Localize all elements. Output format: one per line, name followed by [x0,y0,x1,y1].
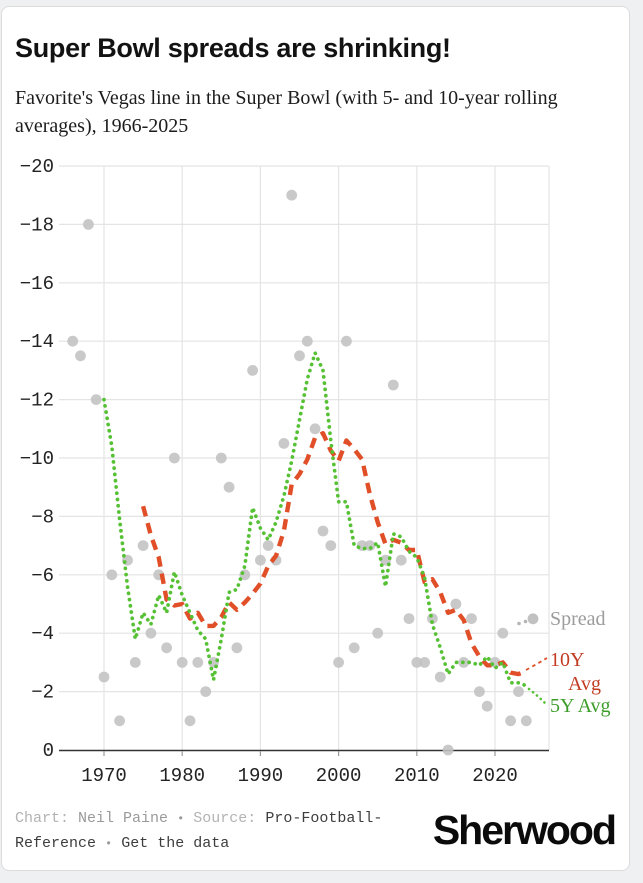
y-tick-label: −2 [31,682,54,704]
y-tick-label: −20 [20,156,54,178]
spread-dot [137,540,149,551]
source-label: Source: [193,810,257,828]
spread-dot [278,438,290,449]
footer-bullet: • [177,812,185,827]
credit-name: Neil Paine [78,810,169,828]
y-tick-label: −18 [20,214,54,236]
spread-dot [474,686,485,697]
spread-dot [231,642,243,654]
x-tick-label: 2020 [472,765,518,787]
spread-dot [325,540,337,551]
spread-dot [247,365,258,376]
avg5-legend-label: 5Y Avg [550,695,611,717]
sherwood-logo: Sherwood [432,807,617,853]
spread-dot [294,350,305,362]
footer-bullet: • [105,836,113,851]
spread-series [67,189,532,756]
spread-dot [450,598,462,610]
source-name: Pro-Football-Reference [15,810,383,852]
spread-dot [387,379,399,391]
avg10-legend-label: Avg [568,673,601,695]
spread-dot [341,335,352,347]
spread-dot [301,335,313,347]
spread-legend-label: Spread [550,608,606,630]
spread-dot [333,657,344,668]
spread-dot [90,394,102,405]
spread-dot [434,671,446,683]
y-tick-label: −10 [20,448,54,470]
spread-dot [372,627,384,639]
spread-dot [169,452,180,464]
chart-subtitle: Favorite's Vegas line in the Super Bowl … [15,87,558,137]
spread-legend-dot [527,613,539,625]
x-tick-label: 1980 [159,765,205,787]
page-title: Super Bowl spreads are shrinking! [15,33,451,63]
spread-dot [419,657,430,668]
spread-dot [255,554,266,566]
spread-dot [309,423,321,435]
spread-dot [176,657,188,668]
spread-dot [161,642,173,654]
spread-dot [442,744,454,756]
chart-footer: Chart: Neil Paine • Source: Pro-Football… [15,807,445,856]
avg10-legend-label: 10Y [550,649,584,671]
spread-dot [129,657,141,668]
spread-dot [75,350,86,362]
y-tick-label: −12 [20,390,54,412]
spread-leader-dot [517,621,521,626]
y-tick-label: −14 [20,331,54,353]
y-tick-label: −16 [20,273,54,295]
spread-dot [505,715,516,727]
spread-dot [114,715,125,727]
spread-dot [262,540,274,551]
avg10-line [140,431,528,677]
spread-dot [215,452,227,464]
spread-dot [145,627,157,639]
chart-card: Super Bowl spreads are shrinking! Favori… [1,6,630,871]
spread-dot [98,671,110,683]
y-tick-label: −4 [31,623,54,645]
avg5-leader-line [527,687,548,706]
spread-dot [192,657,204,668]
spread-dot [348,642,360,654]
x-tick-label: 2010 [394,765,440,787]
gridlines [59,165,550,750]
spread-dot [67,335,79,347]
spread-dot [184,715,196,727]
avg10-leader-line [525,657,548,671]
spread-dot [286,189,298,201]
y-tick-label: 0 [43,740,54,762]
spread-dot [520,715,532,727]
x-tick-label: 2000 [316,765,362,787]
spread-dot [83,219,94,230]
spread-dot [403,613,415,624]
spread-dot [513,686,524,697]
y-tick-label: −6 [31,565,54,587]
spread-dot [223,481,235,493]
spread-dot [317,525,329,537]
avg5-line [102,351,529,688]
spread-dot [411,657,423,668]
x-tick-label: 1970 [81,765,127,787]
spread-dot [481,700,493,712]
spread-dot [364,540,376,551]
credit-label: Chart: [15,810,70,828]
spread-dot [200,686,212,697]
spread-dot [395,554,407,566]
x-tick-label: 1990 [238,765,284,787]
get-the-data-link[interactable]: Get the data [121,834,230,852]
spread-dot [466,613,477,624]
y-tick-label: −8 [31,506,54,528]
spread-leader-dot [523,619,528,624]
spread-dot [497,627,509,639]
spread-dot [106,569,118,581]
